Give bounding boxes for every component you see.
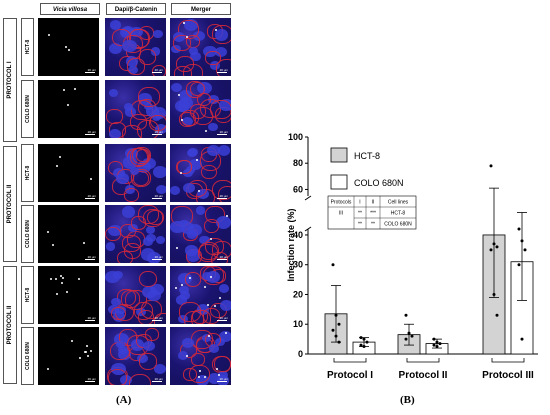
- cell-line-label-6: COLO 680N: [21, 327, 34, 385]
- table-header: Cell lines: [388, 200, 409, 206]
- category-label: Protocol I: [327, 370, 373, 381]
- y-tick-label: 30: [293, 260, 303, 270]
- data-point: [492, 242, 496, 246]
- data-point: [331, 263, 335, 267]
- table-cell: III: [339, 211, 343, 217]
- data-point: [337, 322, 341, 326]
- legend-swatch: [330, 174, 348, 190]
- data-point: [410, 334, 414, 338]
- cell-line-label-3: HCT-8: [21, 144, 34, 202]
- col-header-merger: Merger: [171, 3, 231, 15]
- data-point: [495, 313, 499, 317]
- y-tick-label: 10: [293, 319, 303, 329]
- table-cell: ***: [370, 211, 376, 217]
- micrograph-r6-c3: 20 μm: [170, 327, 231, 385]
- axis-break-mark-upper: [304, 195, 312, 201]
- y-tick-label: 80: [293, 158, 303, 168]
- table-header: II: [372, 200, 375, 206]
- micrograph-r1-c2: 20 μm: [105, 18, 166, 76]
- infection-rate-chart: 0 10 20 30 40 60 80 100 Infection rate (%) Protoc…: [286, 132, 538, 381]
- table-header: I: [359, 200, 360, 206]
- data-point: [359, 336, 363, 340]
- data-point: [432, 337, 436, 341]
- cell-line-label-1: HCT-8: [21, 18, 34, 76]
- micrograph-r4-c1: 20 μm: [38, 205, 99, 263]
- legend-label: HCT-8: [354, 151, 380, 161]
- micrograph-r2-c1: 20 μm: [38, 80, 99, 138]
- y-axis-label: Infection rate (%): [286, 208, 296, 281]
- cell-line-label-5: HCT-8: [21, 266, 34, 324]
- micrograph-r3-c1: 20 μm: [38, 144, 99, 202]
- table-cell: HCT-8: [391, 211, 406, 217]
- group-bracket: [333, 358, 367, 363]
- data-point: [334, 313, 338, 317]
- cell-line-label-4: COLO 680N: [21, 205, 34, 263]
- y-tick-label: 100: [288, 132, 303, 142]
- micrograph-r3-c2: 20 μm: [105, 144, 166, 202]
- micrograph-r4-c2: 20 μm: [105, 205, 166, 263]
- micrograph-r2-c3: 20 μm: [170, 80, 231, 138]
- data-point: [404, 313, 408, 317]
- data-point: [517, 263, 521, 267]
- col-header-vicia-villosa: Vicia villosa: [40, 3, 100, 15]
- data-point: [492, 292, 496, 296]
- data-point: [331, 328, 335, 332]
- legend-label: COLO 680N: [354, 178, 404, 188]
- table-cell: **: [358, 222, 362, 228]
- micrograph-r4-c3: 20 μm: [170, 205, 231, 263]
- y-tick-label: 20: [293, 289, 303, 299]
- table-cell: **: [358, 211, 362, 217]
- protocol-label-1: PROTOCOL I: [3, 18, 17, 142]
- micrograph-r2-c2: 20 μm: [105, 80, 166, 138]
- data-point: [523, 248, 527, 252]
- data-point: [517, 227, 521, 231]
- legend-swatch: [330, 147, 348, 163]
- panel-a-label: (A): [116, 394, 132, 406]
- micrograph-r1-c1: 20 μm: [38, 18, 99, 76]
- data-point: [334, 334, 338, 338]
- data-point: [407, 331, 411, 335]
- micrograph-r6-c1: 20 μm: [38, 327, 99, 385]
- data-point: [520, 337, 524, 341]
- data-point: [495, 245, 499, 249]
- data-point: [520, 239, 524, 243]
- data-point: [435, 340, 439, 344]
- axis-break-mark-lower: [304, 226, 312, 232]
- data-point: [359, 343, 363, 347]
- data-point: [432, 343, 436, 347]
- y-tick-label: 40: [293, 230, 303, 240]
- col-header-dapi-catenin: Dapi/β-Catenin: [106, 3, 166, 15]
- data-point: [337, 340, 341, 344]
- table-header: Protocols: [331, 200, 352, 206]
- category-label: Protocol II: [399, 370, 448, 381]
- micrograph-r6-c2: 20 μm: [105, 327, 166, 385]
- data-point: [438, 342, 442, 346]
- data-point: [435, 345, 439, 349]
- data-point: [489, 248, 493, 252]
- y-tick-label: 0: [298, 349, 303, 359]
- group-bracket: [406, 358, 440, 363]
- cell-line-label-2: COLO 680N: [21, 80, 34, 138]
- data-point: [404, 337, 408, 341]
- y-tick-label: 60: [293, 184, 303, 194]
- micrograph-r5-c1: 20 μm: [38, 266, 99, 324]
- data-point: [362, 337, 366, 341]
- panel-b-label: (B): [400, 394, 415, 406]
- protocol-label-3: PROTOCOL II: [3, 266, 17, 384]
- data-point: [365, 340, 369, 344]
- significance-table: [327, 195, 417, 230]
- micrograph-r3-c3: 20 μm: [170, 144, 231, 202]
- micrograph-r1-c3: 20 μm: [170, 18, 231, 76]
- micrograph-r5-c3: 20 μm: [170, 266, 231, 324]
- category-label: Protocol III: [482, 370, 534, 381]
- table-cell: COLO 680N: [384, 222, 412, 228]
- data-point: [362, 345, 366, 349]
- data-point: [489, 164, 493, 168]
- table-cell: **: [371, 222, 375, 228]
- protocol-label-2: PROTOCOL II: [3, 146, 17, 262]
- group-bracket: [491, 358, 525, 363]
- micrograph-r5-c2: 20 μm: [105, 266, 166, 324]
